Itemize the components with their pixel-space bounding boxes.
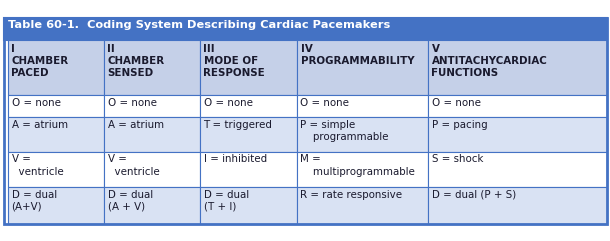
Text: O = none: O = none: [301, 98, 350, 107]
Bar: [7, 94, 104, 116]
Bar: [7, 152, 104, 187]
Bar: [199, 152, 296, 187]
Text: D = dual (P + S): D = dual (P + S): [431, 189, 515, 200]
Bar: [428, 40, 606, 94]
Bar: [4, 18, 606, 40]
Text: Table 60-1.  Coding System Describing Cardiac Pacemakers: Table 60-1. Coding System Describing Car…: [9, 20, 391, 31]
Text: O = none: O = none: [12, 98, 60, 107]
Bar: [428, 94, 606, 116]
Text: I
CHAMBER
PACED: I CHAMBER PACED: [12, 43, 68, 78]
Text: V =
  ventricle: V = ventricle: [107, 154, 159, 177]
Bar: [296, 94, 428, 116]
Text: III
MODE OF
RESPONSE: III MODE OF RESPONSE: [204, 43, 265, 78]
Text: IV
PROGRAMMABILITY: IV PROGRAMMABILITY: [301, 43, 414, 66]
Bar: [104, 116, 199, 152]
Bar: [199, 116, 296, 152]
Bar: [428, 152, 606, 187]
Bar: [199, 94, 296, 116]
Text: A = atrium: A = atrium: [107, 120, 163, 129]
Text: D = dual
(A+V): D = dual (A+V): [12, 189, 57, 212]
Text: R = rate responsive: R = rate responsive: [301, 189, 403, 200]
Bar: [296, 40, 428, 94]
Text: O = none: O = none: [431, 98, 481, 107]
Bar: [428, 116, 606, 152]
Text: P = pacing: P = pacing: [431, 120, 487, 129]
Bar: [428, 187, 606, 223]
Bar: [104, 94, 199, 116]
Bar: [296, 187, 428, 223]
Text: T = triggered: T = triggered: [204, 120, 273, 129]
Bar: [104, 187, 199, 223]
Text: S = shock: S = shock: [431, 154, 483, 165]
Text: M =
    multiprogrammable: M = multiprogrammable: [301, 154, 415, 177]
Bar: [4, 18, 606, 223]
Bar: [104, 152, 199, 187]
Bar: [296, 116, 428, 152]
Text: V =
  ventricle: V = ventricle: [12, 154, 63, 177]
Text: D = dual
(T + I): D = dual (T + I): [204, 189, 249, 212]
Text: P = simple
    programmable: P = simple programmable: [301, 120, 389, 142]
Bar: [199, 187, 296, 223]
Text: II
CHAMBER
SENSED: II CHAMBER SENSED: [107, 43, 165, 78]
Bar: [7, 40, 104, 94]
Text: A = atrium: A = atrium: [12, 120, 68, 129]
Text: I = inhibited: I = inhibited: [204, 154, 267, 165]
Bar: [7, 187, 104, 223]
Bar: [296, 152, 428, 187]
Bar: [104, 40, 199, 94]
Text: D = dual
(A + V): D = dual (A + V): [107, 189, 152, 212]
Bar: [7, 116, 104, 152]
Text: V
ANTITACHYCARDIAC
FUNCTIONS: V ANTITACHYCARDIAC FUNCTIONS: [431, 43, 547, 78]
Text: O = none: O = none: [204, 98, 253, 107]
Bar: [199, 40, 296, 94]
Text: O = none: O = none: [107, 98, 157, 107]
